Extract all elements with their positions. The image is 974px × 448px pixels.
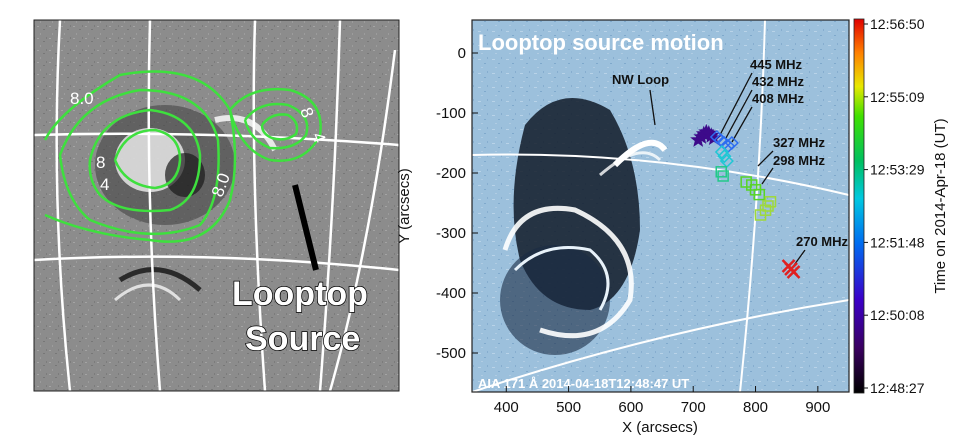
nw-loop-label: NW Loop — [612, 72, 669, 87]
data-point-diamond — [724, 135, 739, 151]
y-tick-label: -500 — [436, 345, 466, 362]
y-axis-label: Y (arcsecs) — [396, 168, 413, 244]
y-tick-label: 0 — [458, 45, 466, 62]
freq-leader — [761, 167, 774, 185]
colorbar-tick-label: 12:50:08 — [870, 307, 925, 323]
freq-leader — [731, 106, 753, 143]
right-image-panel: Looptop source motion AIA 171 Å 2014-04-… — [396, 19, 850, 436]
x-tick-label: 700 — [681, 399, 706, 416]
y-tick-label: -400 — [436, 285, 466, 302]
looptop-label-line1: Looptop — [232, 275, 368, 313]
freq-label: 298 MHz — [773, 153, 826, 168]
image-footer: AIA 171 Å 2014-04-18T12:48:47 UT — [478, 376, 689, 391]
data-marks — [690, 123, 801, 279]
freq-leader — [725, 89, 753, 139]
colorbar-label: Time on 2014-Apr-18 (UT) — [932, 118, 949, 293]
looptop-pointer — [292, 184, 319, 271]
data-point-diamond — [714, 144, 729, 160]
freq-label: 408 MHz — [752, 91, 805, 106]
colorbar-tick-label: 12:51:48 — [870, 234, 925, 250]
data-point-square — [753, 188, 766, 201]
y-axis: 0 -100 -200 -300 -400 -500 — [436, 45, 478, 362]
freq-label: 432 MHz — [752, 74, 805, 89]
colorbar-tick-label: 12:56:50 — [870, 16, 925, 32]
colorbar-tick-label: 12:55:09 — [870, 89, 925, 105]
freq-label: 445 MHz — [750, 57, 803, 72]
freq-label: 270 MHz — [796, 234, 849, 249]
data-point-x — [786, 265, 801, 279]
contour-label: 8 — [96, 153, 105, 172]
data-point-square — [715, 166, 728, 178]
y-tick-label: -300 — [436, 225, 466, 242]
data-point-square — [762, 200, 774, 212]
x-tick-label: 600 — [618, 399, 643, 416]
data-point-square — [764, 196, 777, 208]
colorbar-tick-label: 12:48:27 — [870, 380, 925, 396]
x-axis: 400 500 600 700 800 900 — [494, 386, 830, 416]
left-image-panel: 8.0 8 4 8.0 8 4 Looptop Source — [34, 20, 399, 391]
freq-leader — [757, 150, 774, 167]
contour-label: 4 — [100, 175, 109, 194]
y-tick-label: -100 — [436, 105, 466, 122]
colorbar-tick-label: 12:53:29 — [870, 162, 925, 178]
freq-label: 327 MHz — [773, 135, 826, 150]
data-point-diamond — [717, 149, 732, 164]
contour-label: 8.0 — [70, 89, 94, 108]
freq-leader — [719, 72, 753, 136]
looptop-label-line2: Source — [245, 320, 360, 358]
x-axis-label: X (arcsecs) — [622, 419, 698, 436]
x-tick-label: 900 — [805, 399, 830, 416]
x-tick-label: 500 — [556, 399, 581, 416]
chart-title: Looptop source motion — [478, 30, 724, 55]
data-point-square — [717, 170, 729, 182]
nw-loop-leader — [649, 89, 656, 126]
x-tick-label: 800 — [743, 399, 768, 416]
x-tick-label: 400 — [494, 399, 519, 416]
colorbar: 12:56:50 12:55:09 12:53:29 12:51:48 12:50:08… — [853, 16, 949, 396]
y-tick-label: -200 — [436, 165, 466, 182]
